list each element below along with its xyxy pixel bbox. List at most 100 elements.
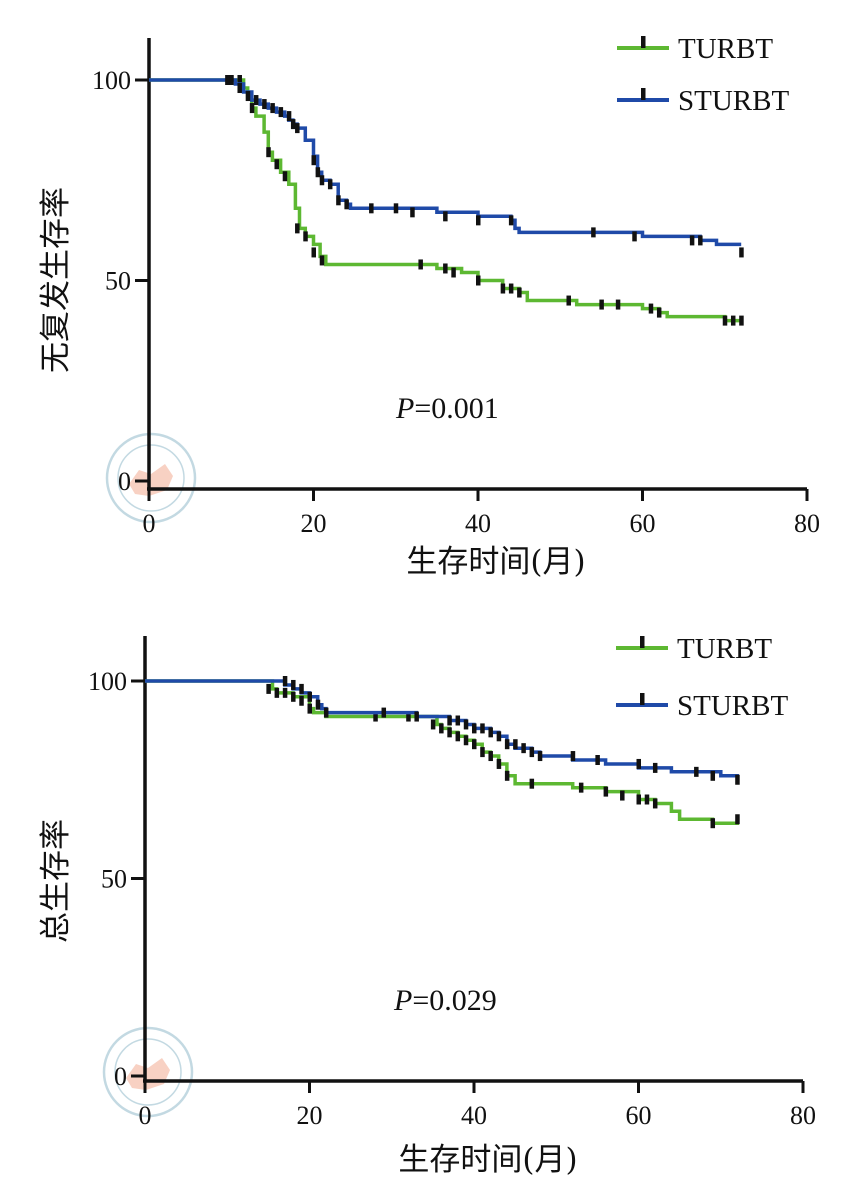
censor-mark [282, 687, 288, 698]
legend-censor-mark [640, 636, 645, 648]
censor-mark [344, 199, 349, 210]
x-tick-label: 60 [626, 1101, 652, 1130]
censor-mark [615, 299, 621, 310]
legend-item-turbt: TURBT [617, 33, 773, 65]
censor-mark [636, 758, 641, 769]
censor-mark [410, 207, 415, 218]
p-value-annotation: P=0.001 [395, 392, 499, 425]
legend-censor-mark [641, 36, 646, 48]
watermark-ring [105, 432, 197, 524]
watermark-ring [102, 1026, 194, 1118]
censor-mark [249, 103, 255, 114]
watermark-inner-ring [114, 1038, 182, 1106]
x-axis-title: 生存时间(月) [406, 544, 585, 580]
censor-mark [253, 95, 259, 106]
censor-mark [521, 743, 526, 754]
censor-mark [291, 679, 296, 690]
censor-mark [295, 123, 300, 134]
censor-mark [722, 315, 728, 326]
censor-mark [439, 723, 444, 734]
censor-mark [632, 231, 637, 242]
censor-mark [517, 287, 522, 298]
censor-mark [710, 818, 716, 829]
censor-mark [710, 770, 716, 781]
x-tick-label: 80 [790, 1101, 816, 1130]
censor-mark [266, 147, 271, 158]
legend-item-sturbt: STURBT [617, 85, 789, 117]
censor-mark [488, 751, 493, 762]
p-value-symbol: P [395, 392, 414, 425]
series-turbt [149, 75, 744, 326]
censor-mark [455, 731, 461, 742]
censor-mark [455, 715, 461, 726]
censor-mark [282, 676, 288, 686]
legend-label: STURBT [678, 85, 789, 117]
censor-mark [463, 719, 469, 730]
legend-censor-mark [641, 88, 646, 100]
censor-mark [229, 75, 234, 85]
censor-mark [418, 259, 423, 270]
y-axis-title: 无复发生存率 [38, 187, 74, 373]
censor-mark [447, 727, 452, 738]
censor-mark [508, 215, 514, 226]
censor-mark [476, 215, 481, 226]
legend-label: TURBT [677, 633, 772, 665]
y-tick-label: 0 [118, 467, 131, 496]
censor-mark [496, 731, 502, 742]
x-tick-label: 20 [301, 509, 327, 538]
y-tick-label: 100 [92, 66, 131, 95]
censor-mark [266, 683, 271, 694]
censor-mark [652, 798, 658, 809]
p-value-annotation: P=0.029 [393, 984, 497, 1017]
censor-mark [237, 75, 242, 85]
censor-mark [636, 794, 641, 805]
p-value-number: =0.001 [414, 392, 498, 425]
x-tick-label: 60 [630, 509, 656, 538]
censor-mark [290, 119, 296, 130]
censor-mark [369, 203, 374, 214]
x-tick-label: 40 [461, 1101, 487, 1130]
censor-mark [307, 703, 312, 714]
censor-mark [656, 307, 662, 318]
censor-mark [648, 303, 654, 314]
censor-mark [225, 75, 230, 85]
censor-mark [430, 719, 436, 730]
censor-mark [689, 235, 695, 246]
censor-mark [307, 691, 312, 702]
censor-mark [537, 751, 543, 762]
legend-item-sturbt: STURBT [616, 690, 788, 722]
censor-mark [406, 711, 411, 722]
censor-mark [739, 247, 744, 258]
censor-mark [443, 263, 448, 274]
censor-mark [245, 91, 251, 102]
censor-mark [500, 283, 506, 294]
censor-mark [278, 107, 284, 118]
censor-mark [381, 707, 387, 718]
censor-mark [274, 687, 280, 698]
censor-mark [315, 167, 321, 178]
censor-mark [373, 711, 378, 722]
censor-mark [311, 155, 316, 166]
censor-mark [496, 758, 502, 769]
censor-mark [480, 723, 485, 734]
censor-mark [315, 699, 321, 710]
censor-mark [319, 255, 325, 266]
censor-mark [529, 747, 535, 758]
censor-mark [319, 175, 325, 186]
censor-mark [299, 695, 304, 706]
censor-mark [529, 778, 535, 789]
censor-mark [570, 751, 576, 762]
censor-mark [323, 707, 329, 718]
x-tick-label: 0 [143, 509, 156, 538]
censor-mark [476, 275, 481, 286]
censor-mark [311, 247, 316, 258]
censor-mark [443, 211, 448, 222]
censor-mark [652, 762, 658, 773]
censor-mark [599, 299, 604, 310]
watermark-map-shape [126, 1058, 170, 1090]
survival-line-turbt [149, 78, 742, 323]
series-turbt [145, 679, 740, 829]
censor-mark [504, 770, 510, 781]
censor-mark [591, 227, 596, 238]
x-tick-label: 0 [139, 1101, 152, 1130]
